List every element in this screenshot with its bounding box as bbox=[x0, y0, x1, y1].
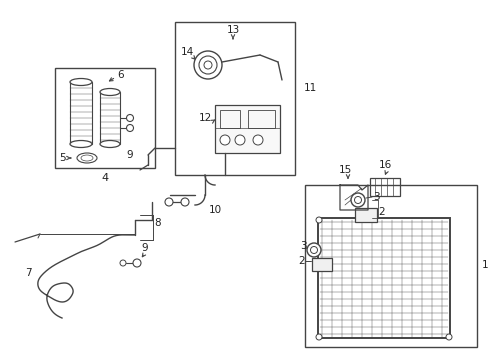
Bar bbox=[311, 258, 331, 271]
Text: 12: 12 bbox=[198, 113, 211, 123]
Circle shape bbox=[199, 56, 217, 74]
Text: 7: 7 bbox=[24, 268, 31, 278]
Ellipse shape bbox=[70, 78, 92, 85]
Circle shape bbox=[445, 334, 451, 340]
Circle shape bbox=[235, 135, 244, 145]
Text: 14: 14 bbox=[180, 47, 193, 57]
Ellipse shape bbox=[70, 140, 92, 148]
Circle shape bbox=[310, 247, 317, 253]
Circle shape bbox=[350, 193, 364, 207]
Bar bbox=[247, 110, 274, 128]
Text: 16: 16 bbox=[378, 160, 391, 170]
Bar bbox=[55, 68, 155, 168]
Text: 8: 8 bbox=[154, 218, 161, 228]
Bar bbox=[354, 208, 376, 222]
Circle shape bbox=[315, 217, 321, 223]
Text: 3: 3 bbox=[372, 192, 379, 202]
Bar bbox=[70, 82, 92, 144]
Bar bbox=[100, 92, 120, 144]
Bar bbox=[220, 110, 240, 128]
Text: 11: 11 bbox=[303, 83, 316, 93]
Text: 2: 2 bbox=[378, 207, 385, 217]
Circle shape bbox=[252, 135, 263, 145]
Bar bbox=[305, 185, 476, 347]
Circle shape bbox=[220, 135, 229, 145]
Bar bbox=[317, 218, 449, 338]
Text: 10: 10 bbox=[208, 205, 221, 215]
Text: 15: 15 bbox=[338, 165, 351, 175]
Ellipse shape bbox=[81, 155, 93, 161]
Text: 9: 9 bbox=[142, 243, 148, 253]
Text: 6: 6 bbox=[118, 70, 124, 80]
Circle shape bbox=[126, 125, 133, 131]
Bar bbox=[175, 22, 294, 175]
Text: 13: 13 bbox=[226, 25, 239, 35]
Text: 9: 9 bbox=[126, 150, 133, 160]
Text: 3: 3 bbox=[299, 241, 305, 251]
Circle shape bbox=[315, 334, 321, 340]
Circle shape bbox=[354, 197, 361, 203]
Circle shape bbox=[164, 198, 173, 206]
Ellipse shape bbox=[77, 153, 97, 163]
Circle shape bbox=[126, 114, 133, 122]
Circle shape bbox=[120, 260, 126, 266]
Ellipse shape bbox=[100, 140, 120, 148]
Circle shape bbox=[306, 243, 320, 257]
Circle shape bbox=[203, 61, 212, 69]
Circle shape bbox=[194, 51, 222, 79]
Circle shape bbox=[133, 259, 141, 267]
Bar bbox=[369, 178, 399, 196]
Text: 2: 2 bbox=[298, 256, 305, 266]
Text: 4: 4 bbox=[101, 173, 108, 183]
Text: 5: 5 bbox=[60, 153, 66, 163]
Bar bbox=[215, 105, 280, 153]
Text: 1: 1 bbox=[481, 260, 488, 270]
Ellipse shape bbox=[100, 89, 120, 95]
Circle shape bbox=[181, 198, 189, 206]
